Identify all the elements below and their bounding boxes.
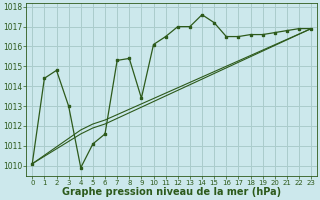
- X-axis label: Graphe pression niveau de la mer (hPa): Graphe pression niveau de la mer (hPa): [62, 187, 281, 197]
